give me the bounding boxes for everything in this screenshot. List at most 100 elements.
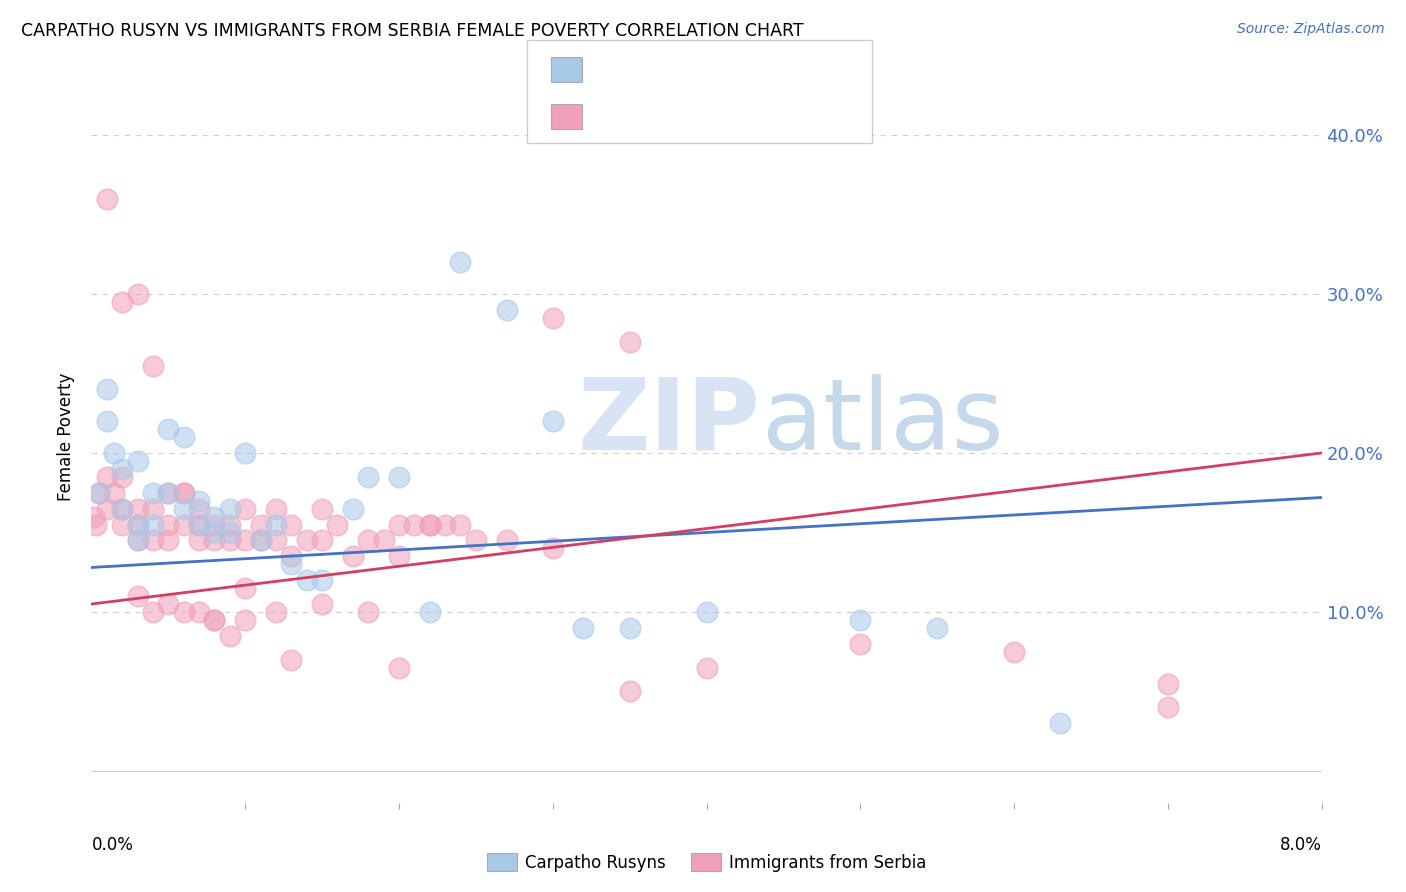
Point xyxy=(541,541,564,556)
Point xyxy=(541,310,564,325)
Point xyxy=(388,660,411,674)
Point xyxy=(173,501,195,516)
Point xyxy=(419,517,441,532)
Point xyxy=(464,533,486,548)
Point xyxy=(280,549,302,564)
Text: CARPATHO RUSYN VS IMMIGRANTS FROM SERBIA FEMALE POVERTY CORRELATION CHART: CARPATHO RUSYN VS IMMIGRANTS FROM SERBIA… xyxy=(21,22,804,40)
Point xyxy=(357,605,380,619)
Point xyxy=(249,517,271,532)
Point xyxy=(388,517,411,532)
Point xyxy=(927,621,949,635)
Point xyxy=(173,485,195,500)
Point xyxy=(218,525,240,540)
Point xyxy=(264,605,287,619)
Point xyxy=(280,558,302,572)
Point xyxy=(218,629,240,643)
Point xyxy=(127,517,149,532)
Point xyxy=(157,533,180,548)
Point xyxy=(404,517,426,532)
Point xyxy=(188,501,211,516)
Text: R = 0.246   N = 79: R = 0.246 N = 79 xyxy=(593,107,772,127)
Point xyxy=(96,383,118,397)
Point xyxy=(157,485,180,500)
Point xyxy=(849,637,872,651)
Point xyxy=(311,573,333,587)
Text: 0.0%: 0.0% xyxy=(91,837,134,855)
Point xyxy=(142,605,165,619)
Point xyxy=(264,533,287,548)
Point xyxy=(157,597,180,611)
Point xyxy=(311,501,333,516)
Point xyxy=(157,517,180,532)
Point xyxy=(111,501,134,516)
Point xyxy=(127,454,149,468)
Point xyxy=(1049,716,1071,731)
Point xyxy=(233,613,256,627)
Point xyxy=(173,605,195,619)
Point xyxy=(127,533,149,548)
Point xyxy=(111,517,134,532)
Point xyxy=(326,517,349,532)
Point xyxy=(388,470,411,484)
Point xyxy=(218,501,240,516)
Point xyxy=(142,501,165,516)
Point xyxy=(127,533,149,548)
Point xyxy=(157,485,180,500)
Point xyxy=(96,192,118,206)
Point xyxy=(202,517,225,532)
Point xyxy=(87,485,110,500)
Point xyxy=(264,517,287,532)
Point xyxy=(202,525,225,540)
Point xyxy=(1002,645,1025,659)
Point xyxy=(127,589,149,603)
Point xyxy=(173,485,195,500)
Point xyxy=(218,533,240,548)
Point xyxy=(103,485,125,500)
Point xyxy=(83,509,105,524)
Text: Source: ZipAtlas.com: Source: ZipAtlas.com xyxy=(1237,22,1385,37)
Point xyxy=(173,517,195,532)
Point xyxy=(202,613,225,627)
Point xyxy=(188,493,211,508)
Point xyxy=(111,470,134,484)
Point xyxy=(695,605,717,619)
Point xyxy=(1157,676,1180,690)
Point xyxy=(202,613,225,627)
Point xyxy=(111,462,134,476)
Text: R = 0.071   N = 40: R = 0.071 N = 40 xyxy=(593,60,772,79)
Y-axis label: Female Poverty: Female Poverty xyxy=(58,373,76,501)
Point xyxy=(249,533,271,548)
Point xyxy=(188,533,211,548)
Point xyxy=(495,302,517,317)
Point xyxy=(695,660,717,674)
Point xyxy=(233,581,256,595)
Point xyxy=(96,501,118,516)
Point xyxy=(295,533,318,548)
Point xyxy=(434,517,457,532)
Point xyxy=(280,517,302,532)
Point xyxy=(541,414,564,428)
Point xyxy=(142,485,165,500)
Legend: Carpatho Rusyns, Immigrants from Serbia: Carpatho Rusyns, Immigrants from Serbia xyxy=(479,847,934,879)
Point xyxy=(87,485,110,500)
Point xyxy=(218,517,240,532)
Point xyxy=(572,621,595,635)
Point xyxy=(233,446,256,460)
Point xyxy=(127,517,149,532)
Point xyxy=(388,549,411,564)
Point xyxy=(449,255,471,269)
Point xyxy=(96,414,118,428)
Text: 8.0%: 8.0% xyxy=(1279,837,1322,855)
Text: atlas: atlas xyxy=(762,374,1004,471)
Point xyxy=(449,517,471,532)
Point xyxy=(619,621,641,635)
Point xyxy=(127,287,149,301)
Point xyxy=(188,517,211,532)
Point xyxy=(188,517,211,532)
Point xyxy=(142,533,165,548)
Point xyxy=(311,533,333,548)
Point xyxy=(311,597,333,611)
Point xyxy=(157,422,180,436)
Point xyxy=(342,501,364,516)
Point xyxy=(342,549,364,564)
